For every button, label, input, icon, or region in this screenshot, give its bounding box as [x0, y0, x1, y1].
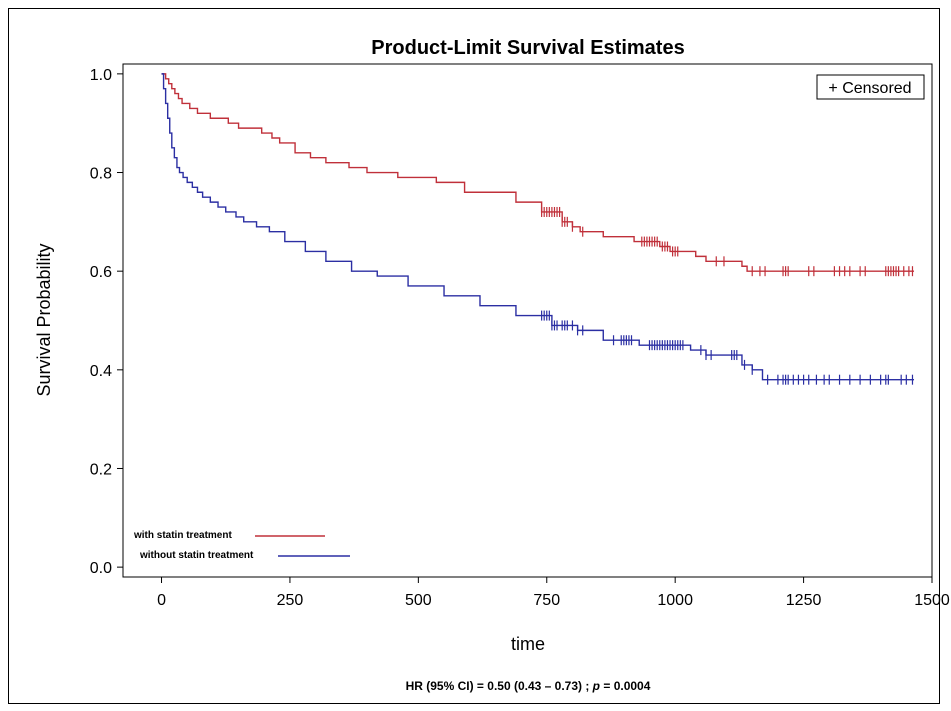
chart-title: Product-Limit Survival Estimates [371, 37, 684, 59]
x-axis-label: time [511, 634, 545, 654]
x-axis: 0 250 500 750 1000 1250 1500 [157, 577, 950, 609]
x-tick-label: 500 [405, 592, 432, 609]
censored-legend-border [816, 74, 925, 100]
x-tick-label: 1250 [786, 592, 822, 609]
legend-label-with-statin: with statin treatment [133, 530, 232, 541]
p-value-text: = 0.0004 [600, 679, 651, 693]
hazard-ratio-footnote: HR (95% CI) = 0.50 (0.43 – 0.73) ; p = 0… [406, 679, 651, 693]
y-tick-label: 0.4 [90, 363, 112, 380]
series-legend: with statin treatment without statin tre… [133, 530, 350, 561]
x-tick-label: 0 [157, 592, 166, 609]
x-tick-label: 750 [533, 592, 560, 609]
y-tick-label: 0.8 [90, 166, 112, 183]
censored-legend-box: + Censored [816, 74, 925, 100]
p-symbol: p [592, 679, 600, 693]
y-tick-label: 0.0 [90, 560, 112, 577]
chart-frame [8, 8, 940, 704]
hr-text: HR (95% CI) = 0.50 (0.43 – 0.73) ; [406, 679, 593, 693]
series-layer [161, 73, 915, 385]
plot-area [122, 63, 933, 578]
legend-label-without-statin: without statin treatment [139, 550, 254, 561]
x-tick-label: 1500 [914, 592, 950, 609]
survival-curve-without-statin-treatment [161, 73, 915, 381]
censored-legend-text: + Censored [828, 80, 911, 97]
survival-curve-with-statin-treatment [161, 73, 915, 272]
y-tick-label: 1.0 [90, 67, 112, 84]
y-tick-label: 0.2 [90, 461, 112, 478]
y-axis: 0.0 0.2 0.4 0.6 0.8 1.0 [90, 67, 123, 577]
y-tick-label: 0.6 [90, 264, 112, 281]
x-tick-label: 250 [277, 592, 304, 609]
x-tick-label: 1000 [657, 592, 693, 609]
y-axis-label: Survival Probability [34, 243, 54, 396]
